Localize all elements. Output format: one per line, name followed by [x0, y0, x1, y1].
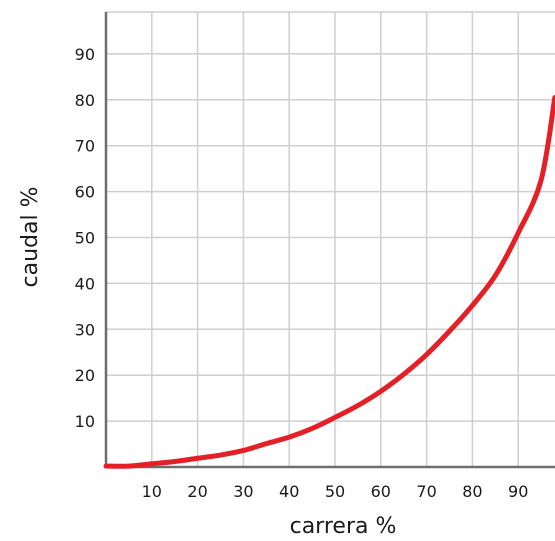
y-tick-label-70: 70 — [75, 137, 95, 156]
y-tick-label-90: 90 — [75, 45, 95, 64]
series — [103, 95, 555, 469]
x-tick-label-60: 60 — [371, 482, 391, 501]
x-tick-label-30: 30 — [233, 482, 253, 501]
x-tick-labels: 10 20 30 40 50 60 70 80 90 — [142, 482, 529, 501]
x-tick-label-70: 70 — [416, 482, 436, 501]
y-tick-labels: 10 20 30 40 50 60 70 80 90 — [75, 45, 95, 431]
y-tick-label-30: 30 — [75, 320, 95, 339]
x-tick-label-20: 20 — [187, 482, 207, 501]
y-tick-label-50: 50 — [75, 229, 95, 248]
x-axis-title: carrera % — [290, 514, 397, 539]
y-tick-label-80: 80 — [75, 91, 95, 110]
y-axis-title: caudal % — [18, 187, 43, 288]
grid — [106, 11, 555, 467]
x-tick-label-10: 10 — [142, 482, 162, 501]
y-tick-label-60: 60 — [75, 183, 95, 202]
y-tick-label-10: 10 — [75, 412, 95, 431]
x-tick-label-90: 90 — [508, 482, 528, 501]
y-tick-label-40: 40 — [75, 274, 95, 293]
x-tick-label-80: 80 — [462, 482, 482, 501]
x-tick-label-40: 40 — [279, 482, 299, 501]
axes — [104, 12, 555, 469]
y-tick-label-20: 20 — [75, 366, 95, 385]
series-line-0 — [103, 95, 555, 469]
x-tick-label-50: 50 — [325, 482, 345, 501]
